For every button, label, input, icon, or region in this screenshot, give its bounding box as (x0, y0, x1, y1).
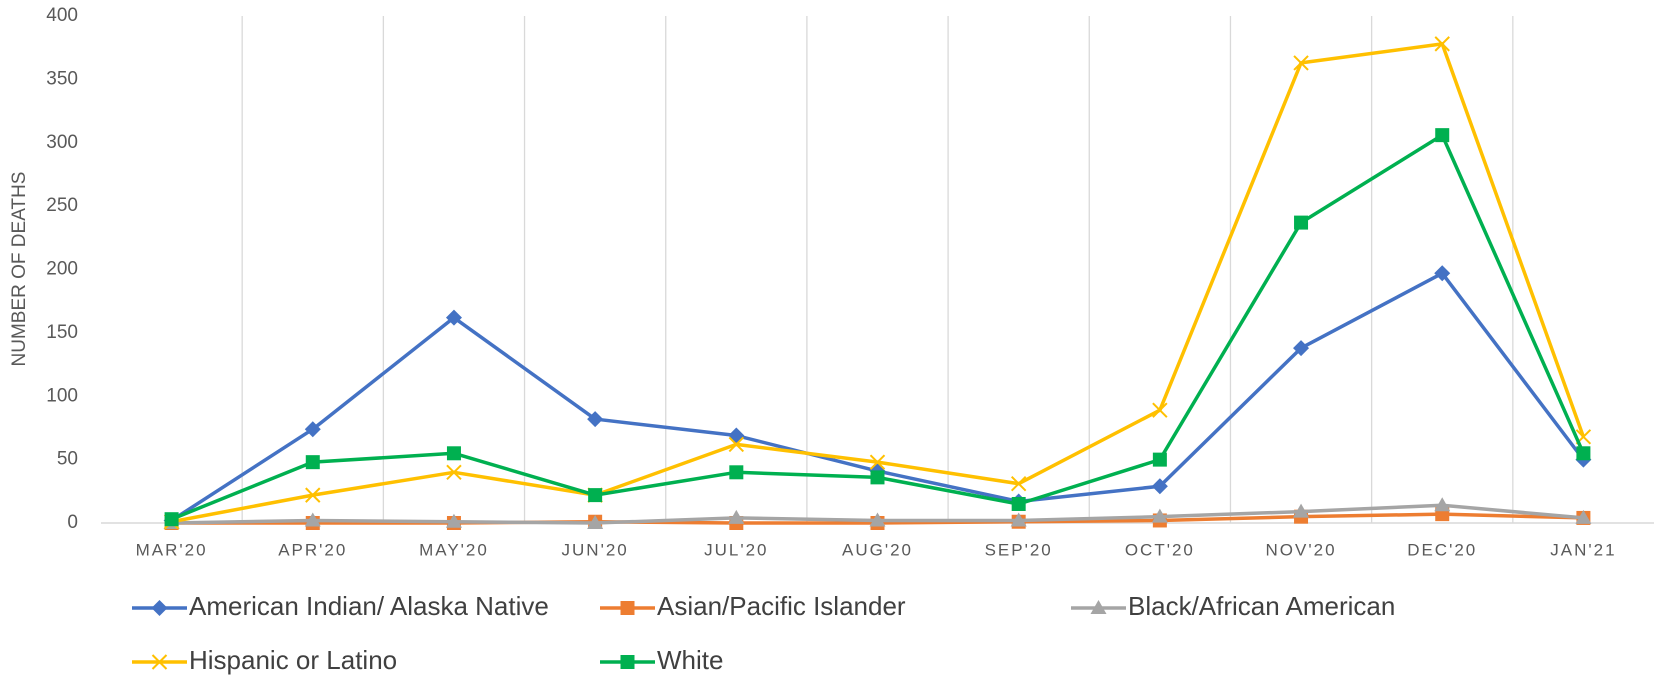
y-tick-label: 0 (67, 512, 78, 533)
x-tick-label: JUL'20 (704, 540, 768, 559)
marker (1434, 497, 1451, 512)
marker (1293, 340, 1310, 357)
marker (588, 488, 603, 503)
y-tick-label: 100 (46, 385, 78, 406)
marker (1010, 475, 1027, 492)
marker (445, 513, 462, 528)
y-tick-label: 250 (46, 195, 78, 216)
marker (587, 515, 604, 529)
x-tick-label: NOV'20 (1266, 540, 1337, 559)
marker (728, 436, 745, 453)
marker (304, 512, 321, 527)
y-tick-label: 400 (46, 5, 78, 26)
marker (1011, 496, 1026, 511)
legend-marker (1090, 600, 1107, 614)
x-tick-label: MAR'20 (136, 540, 208, 559)
marker (304, 421, 321, 438)
x-tick-label: OCT'20 (1125, 540, 1195, 559)
x-tick-label: JUN'20 (562, 540, 629, 559)
marker (446, 446, 461, 461)
marker (869, 454, 886, 470)
marker (1152, 402, 1168, 418)
marker (729, 465, 744, 480)
marker (1435, 128, 1450, 143)
marker (305, 487, 321, 503)
marker (1294, 215, 1309, 230)
x-tick-label: APR'20 (278, 540, 347, 559)
x-tick-label: DEC'20 (1407, 540, 1477, 559)
marker (164, 512, 179, 527)
marker (1293, 55, 1309, 71)
legend-label: White (657, 645, 723, 675)
legend-label: American Indian/ Alaska Native (189, 591, 549, 621)
marker (728, 509, 745, 524)
marker (445, 309, 462, 326)
legend-marker (620, 655, 635, 669)
y-tick-label: 150 (46, 322, 78, 343)
legend-marker (151, 600, 168, 616)
y-axis-label: NUMBER OF DEATHS (9, 172, 30, 367)
y-tick-label: 50 (57, 449, 78, 470)
marker (1151, 508, 1168, 523)
marker (587, 411, 604, 428)
marker (1434, 36, 1450, 52)
marker (870, 470, 885, 485)
marker (305, 455, 320, 470)
y-tick-label: 300 (46, 132, 78, 153)
marker (728, 427, 745, 444)
marker (1152, 452, 1167, 467)
x-tick-label: SEP'20 (985, 540, 1053, 559)
marker (446, 464, 462, 481)
x-tick-label: JAN'21 (1550, 540, 1616, 559)
marker (1010, 512, 1027, 527)
marker (1576, 446, 1591, 461)
legend-label: Hispanic or Latino (189, 645, 397, 675)
legend-label: Asian/Pacific Islander (657, 591, 906, 621)
legend-marker (151, 654, 168, 670)
y-tick-label: 200 (46, 259, 78, 280)
marker (1575, 509, 1592, 524)
marker (1151, 478, 1168, 495)
marker (1293, 503, 1310, 518)
marker (1434, 265, 1451, 282)
marker (869, 512, 886, 527)
y-tick-label: 350 (46, 68, 78, 89)
legend-marker (620, 601, 635, 615)
x-tick-label: AUG'20 (842, 540, 913, 559)
legend-label: Black/African American (1128, 591, 1395, 621)
x-tick-label: MAY'20 (419, 540, 489, 559)
